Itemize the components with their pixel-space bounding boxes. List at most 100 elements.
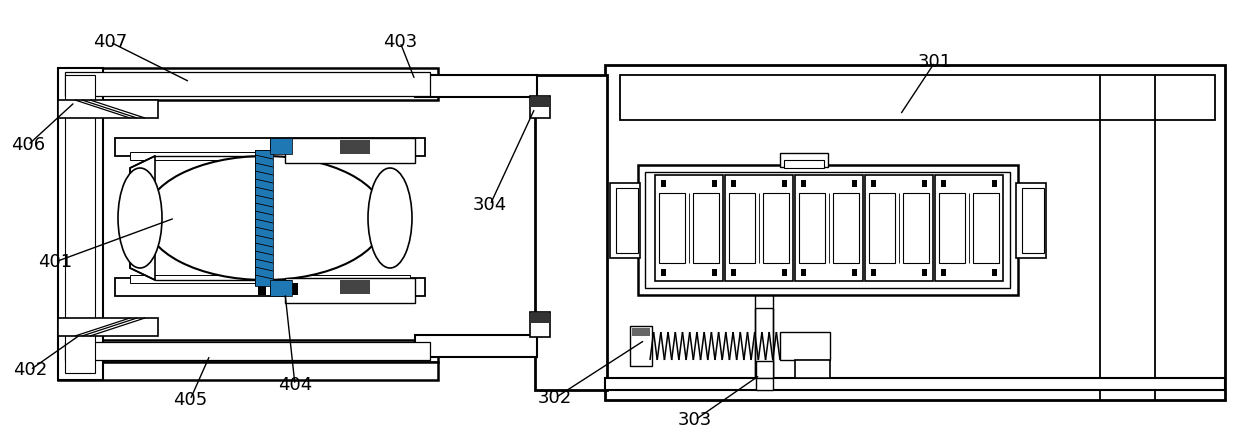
Bar <box>833 193 859 263</box>
Bar <box>712 269 717 276</box>
Text: 301: 301 <box>918 53 952 71</box>
Bar <box>1016 183 1047 258</box>
Bar <box>869 193 895 263</box>
Bar <box>732 269 737 276</box>
Bar <box>795 360 830 378</box>
Bar <box>290 283 298 295</box>
Bar <box>115 138 425 156</box>
Bar <box>605 65 1225 400</box>
Ellipse shape <box>118 168 162 268</box>
Bar <box>795 175 863 281</box>
Bar <box>725 175 794 281</box>
Bar <box>605 378 1225 390</box>
Bar <box>270 138 291 154</box>
Bar <box>64 72 430 96</box>
Bar <box>782 180 787 187</box>
Bar <box>693 193 719 263</box>
Bar <box>285 138 415 163</box>
Bar <box>270 138 291 154</box>
Bar <box>782 269 787 276</box>
Text: 406: 406 <box>11 136 45 154</box>
Bar <box>340 280 370 294</box>
Bar <box>780 153 828 167</box>
Text: 303: 303 <box>678 411 712 429</box>
Text: 405: 405 <box>172 391 207 409</box>
Bar <box>64 75 95 373</box>
Bar <box>939 193 965 263</box>
Bar <box>729 193 755 263</box>
Bar <box>64 342 430 360</box>
Bar <box>632 328 650 336</box>
Bar <box>285 278 415 303</box>
Bar <box>270 280 291 296</box>
Bar <box>258 283 267 295</box>
Bar <box>58 68 438 100</box>
Bar <box>529 313 551 323</box>
Bar <box>935 175 1003 281</box>
Text: 407: 407 <box>93 33 128 51</box>
Bar <box>620 75 1215 120</box>
Bar <box>801 269 806 276</box>
Bar <box>58 340 438 362</box>
Text: 401: 401 <box>38 253 72 271</box>
Bar <box>270 280 291 296</box>
Bar <box>610 183 640 258</box>
Bar <box>616 188 639 253</box>
Bar <box>799 193 825 263</box>
Bar <box>130 152 410 160</box>
Bar <box>756 361 773 378</box>
Polygon shape <box>130 156 155 280</box>
Ellipse shape <box>145 156 384 280</box>
Bar <box>58 100 157 118</box>
Bar <box>870 269 875 276</box>
Bar <box>529 312 551 337</box>
Bar <box>941 269 946 276</box>
Bar <box>534 75 608 390</box>
Bar <box>655 175 723 281</box>
Bar <box>992 180 997 187</box>
Bar <box>255 150 273 286</box>
Bar <box>870 180 875 187</box>
Bar <box>630 326 652 366</box>
Bar <box>1022 188 1044 253</box>
Bar <box>712 180 717 187</box>
Bar <box>130 275 410 283</box>
Bar <box>973 193 999 263</box>
Text: 402: 402 <box>12 361 47 379</box>
Bar <box>784 160 825 168</box>
Bar <box>58 362 438 380</box>
Bar <box>866 175 932 281</box>
Bar <box>115 278 425 296</box>
Bar <box>992 269 997 276</box>
Bar <box>58 318 157 336</box>
Bar <box>340 140 370 154</box>
Bar <box>415 335 537 357</box>
Bar <box>661 269 666 276</box>
Bar <box>645 172 1011 288</box>
Bar <box>529 97 551 107</box>
Bar <box>923 269 928 276</box>
Bar <box>763 193 789 263</box>
Ellipse shape <box>368 168 412 268</box>
Bar <box>639 165 1018 295</box>
Bar <box>756 378 773 390</box>
Text: 302: 302 <box>538 389 572 407</box>
Bar <box>661 180 666 187</box>
Bar <box>903 193 929 263</box>
Text: 403: 403 <box>383 33 417 51</box>
Bar <box>415 75 537 97</box>
Bar <box>58 68 103 380</box>
Bar <box>923 180 928 187</box>
Text: 404: 404 <box>278 376 312 394</box>
Bar <box>801 180 806 187</box>
Bar <box>755 308 773 378</box>
Bar <box>852 180 857 187</box>
Bar <box>780 332 830 360</box>
Bar <box>255 150 273 286</box>
Bar <box>529 96 551 118</box>
Bar <box>732 180 737 187</box>
Bar <box>941 180 946 187</box>
Bar <box>852 269 857 276</box>
Text: 304: 304 <box>472 196 507 214</box>
Bar <box>658 193 684 263</box>
